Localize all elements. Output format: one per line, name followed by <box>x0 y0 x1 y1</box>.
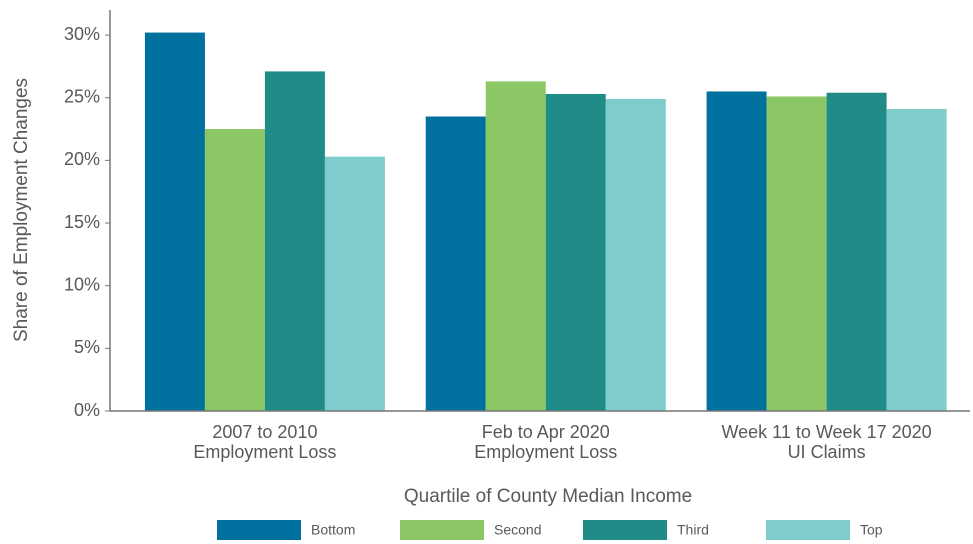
bar <box>766 96 827 411</box>
y-tick-label: 5% <box>74 337 100 357</box>
legend-swatch <box>217 520 301 540</box>
bar <box>264 71 325 411</box>
y-tick-label: 0% <box>74 400 100 420</box>
legend-label: Top <box>860 522 883 538</box>
y-tick-label: 10% <box>64 274 100 294</box>
legend-title: Quartile of County Median Income <box>404 486 692 507</box>
legend-label: Third <box>677 522 709 538</box>
bar <box>204 129 265 411</box>
legend-label: Second <box>494 522 541 538</box>
legend-swatch <box>583 520 667 540</box>
y-axis-title: Share of Employment Changes <box>11 78 32 342</box>
bar <box>605 98 666 412</box>
x-tick-label: 2007 to 2010 Employment Loss <box>193 422 336 462</box>
legend-swatch <box>766 520 850 540</box>
legend-swatch <box>400 520 484 540</box>
bar <box>826 92 887 412</box>
y-tick-label: 30% <box>64 24 100 44</box>
bar <box>886 108 947 411</box>
x-tick-label: Feb to Apr 2020 Employment Loss <box>474 422 617 462</box>
bar <box>324 156 385 411</box>
y-tick-label: 20% <box>64 149 100 169</box>
bar <box>425 116 486 411</box>
bar <box>706 91 767 411</box>
legend-label: Bottom <box>311 522 355 538</box>
bar <box>545 93 606 411</box>
bar <box>485 81 546 411</box>
x-tick-label: Week 11 to Week 17 2020 UI Claims <box>722 422 932 462</box>
y-tick-label: 25% <box>64 86 100 106</box>
y-tick-label: 15% <box>64 212 100 232</box>
bar <box>144 32 205 412</box>
